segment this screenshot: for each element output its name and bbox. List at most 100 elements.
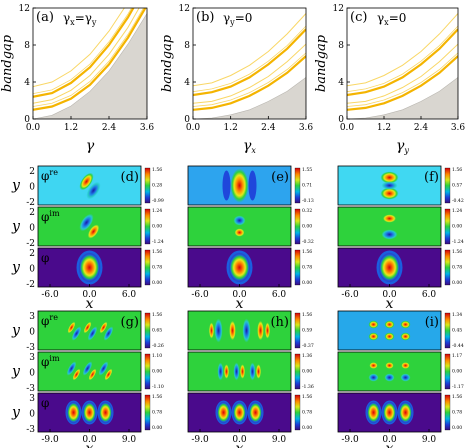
x-tick-label: 3.6	[299, 123, 314, 133]
tilted-lobe-a	[79, 213, 94, 232]
colorbar-tick-label: -0.26	[152, 343, 164, 349]
colorbar-tick-label: 1.56	[302, 249, 312, 255]
colorbar	[144, 208, 151, 245]
heatmap-background	[338, 311, 441, 350]
heatmap-field	[233, 215, 246, 238]
tilted-lobe-2b	[103, 326, 114, 341]
y-axis-label: y	[11, 219, 21, 235]
heatmap-panel-h: 1.56 0.59 -0.37 1.36 0.00 -1.36 1.56 0.78 0.00 (h…	[187, 310, 314, 448]
x-tick-label: 0.0	[232, 435, 247, 445]
x-tick-label: 1.2	[377, 123, 391, 133]
y-tick-label: 4	[184, 78, 190, 88]
heatmap-panel-g: 1.560.65-0.26φre30-31.100.00-1.10φim30-3…	[11, 310, 164, 448]
y-tick-label: 3	[29, 312, 35, 322]
tilted-lobe-a	[79, 172, 94, 191]
band-line-series-3	[347, 28, 458, 97]
heatmap-panel-e: 1.55 0.71 -0.13 0.32 0.00 -0.32 1.56 0.78 0.00 (e…	[187, 165, 314, 312]
y-tick-label: -3	[26, 343, 35, 353]
tilted-lobe-2b	[103, 367, 114, 382]
y-tick-label: -3	[26, 425, 35, 435]
colorbar-tick-label: 0.00	[152, 425, 162, 431]
imag-lobe-bottom	[233, 227, 246, 238]
imag-lobe-0a	[217, 362, 224, 381]
x-tick-label: 0.0	[26, 123, 41, 133]
y-tick-label: 0	[24, 115, 30, 125]
grid-lobe-1-top	[384, 320, 395, 329]
tilted-lobe-2a	[98, 320, 109, 335]
density-lobe-2	[398, 401, 413, 424]
colorbar-tick-label: -0.37	[302, 343, 314, 349]
heatmap-frame	[187, 206, 292, 247]
density-lobe	[378, 252, 401, 283]
grid-lobe-2-bottom	[400, 373, 411, 382]
density-lobe-1	[232, 401, 247, 424]
tilted-lobe-1a	[82, 320, 93, 335]
panel-annotation: γy=0	[223, 11, 252, 27]
y-tick-label: 2	[29, 208, 35, 218]
colorbar-tick-label: 1.24	[452, 208, 462, 214]
colorbar	[444, 167, 451, 204]
band-line-series-1	[347, 55, 458, 111]
heatmap-row-3: 1.56 0.78 0.00	[337, 392, 462, 433]
tilted-lobe-0b	[71, 367, 82, 382]
colorbar-tick-label: 0.78	[302, 410, 312, 416]
x-tick-label: 0.0	[382, 435, 397, 445]
heatmap-row-1: 1.56 0.65 -0.26 φre 3 0 -3	[26, 310, 164, 353]
stripe-lobe-1	[228, 318, 237, 343]
y-tick-label: -2	[26, 239, 35, 249]
imag-lobe-2b	[255, 362, 262, 381]
colorbar-tick-label: 0.00	[302, 369, 312, 375]
colorbar-tick-label: 1.56	[452, 249, 462, 255]
heatmap-field	[226, 250, 253, 285]
y-axis-label: y	[11, 260, 21, 276]
heatmap-background	[38, 311, 141, 350]
band-line-series-3	[193, 28, 306, 97]
y-axis-label: y	[11, 323, 21, 339]
plot-area	[193, 13, 306, 119]
heatmap-background	[38, 352, 141, 391]
y-tick-label: 4	[338, 78, 344, 88]
y-tick-label: 0	[184, 115, 190, 125]
colorbar-tick-label: -0.42	[452, 198, 464, 204]
band-line-series-3-edge	[193, 25, 306, 93]
colorbar-tick-label: 0.78	[452, 265, 462, 271]
heatmap-field	[381, 213, 398, 240]
density-lobe	[78, 252, 101, 283]
heatmap-row-2: 1.36 0.00 -1.36	[187, 351, 314, 392]
heatmap-row-2: 1.24 0.00 -1.24 φim 2 0 -2	[26, 206, 164, 249]
grid-lobe-2-top	[400, 361, 411, 370]
y-tick-label: 0	[338, 115, 344, 125]
y-tick-label: 0	[29, 369, 35, 379]
heatmap-field	[215, 400, 264, 425]
colorbar-tick-label: -1.24	[452, 239, 464, 245]
imag-lobe-2a	[249, 362, 256, 381]
density-lobe-0	[216, 401, 231, 424]
panel-label: (c)	[350, 10, 367, 25]
panel-label: (a)	[36, 10, 54, 25]
colorbar-tick-label: 1.10	[152, 353, 162, 359]
y-tick-label: 8	[338, 41, 344, 51]
x-tick-label: 2.4	[102, 123, 117, 133]
panel-label: (g)	[121, 315, 139, 330]
real-lobe-middle	[381, 181, 398, 190]
x-axis-label: x	[236, 296, 244, 312]
heatmap-field	[66, 361, 114, 382]
band-line-series-2	[33, 8, 140, 104]
heatmap-row-1: 1.56 0.57 -0.42	[337, 165, 464, 206]
y-tick-label: 0	[29, 224, 35, 234]
stripe-lobe-2	[242, 318, 251, 343]
imag-lobe-top	[233, 215, 246, 226]
colorbar-tick-label: 1.34	[452, 312, 462, 318]
colorbar-tick-label: 1.55	[302, 167, 312, 173]
y-tick-label: 8	[24, 41, 30, 51]
colorbar-tick-label: 0.00	[302, 425, 312, 431]
heatmap-field	[208, 318, 271, 343]
plot-frame	[192, 7, 307, 120]
heatmap-row-2: 1.10 0.00 -1.10 φim 3 0 -3	[26, 351, 164, 394]
panel-label: (d)	[121, 170, 139, 185]
heatmap-row-3: 1.56 0.78 0.00 φ3 0 -3	[26, 392, 162, 435]
colorbar-tick-label: -0.99	[152, 198, 164, 204]
x-axis-label: γx	[243, 138, 256, 155]
colorbar	[144, 249, 151, 286]
